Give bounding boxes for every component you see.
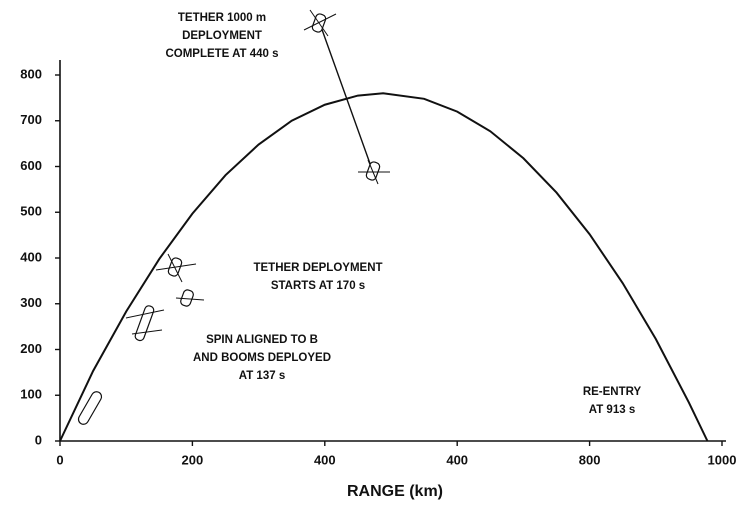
- y-tick-label: 800: [20, 66, 42, 81]
- annotation: RE-ENTRY: [583, 386, 642, 398]
- x-tick-label: 0: [56, 452, 63, 467]
- y-tick-label: 400: [20, 249, 42, 264]
- annotation: DEPLOYMENT: [182, 30, 262, 42]
- annotation: SPIN ALIGNED TO B: [206, 334, 318, 346]
- y-tick-label: 200: [20, 341, 42, 356]
- y-tick-label: 100: [20, 387, 42, 402]
- annotation: COMPLETE AT 440 s: [165, 48, 278, 60]
- chart: RANGE (km) 0 100 200 300 400 500 600 700 800 0 200…: [0, 0, 747, 509]
- annotation: AT 913 s: [589, 404, 635, 416]
- y-tick-label: 0: [35, 432, 42, 447]
- x-tick-label: 1000: [708, 452, 737, 467]
- y-tick-label: 500: [20, 204, 42, 219]
- y-tick-label: 600: [20, 158, 42, 173]
- annotation: AT 137 s: [239, 370, 285, 382]
- y-tick-label: 700: [20, 112, 42, 127]
- x-tick-label: 400: [446, 452, 468, 467]
- annotation: TETHER DEPLOYMENT: [253, 262, 382, 274]
- annotation: TETHER 1000 m: [178, 12, 266, 24]
- x-axis-label: RANGE (km): [347, 483, 443, 500]
- x-tick-label: 400: [314, 452, 336, 467]
- annotation: AND BOOMS DEPLOYED: [193, 352, 331, 364]
- y-tick-label: 300: [20, 295, 42, 310]
- annotation: STARTS AT 170 s: [271, 280, 365, 292]
- x-tick-label: 200: [182, 452, 204, 467]
- x-tick-label: 800: [579, 452, 601, 467]
